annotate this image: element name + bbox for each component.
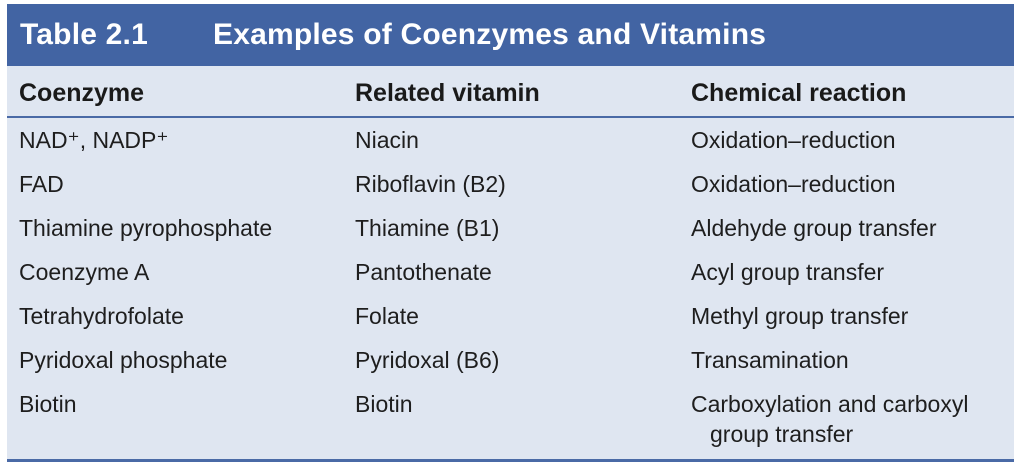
table-title: Examples of Coenzymes and Vitamins	[213, 18, 767, 51]
header-coenzyme: Coenzyme	[19, 79, 145, 107]
table-row: Coenzyme A Pantothenate Acyl group trans…	[7, 257, 1014, 301]
header-related-vitamin: Related vitamin	[355, 79, 540, 107]
cell-reaction-line1: Carboxylation and carboxyl	[691, 391, 969, 417]
table-title-bar: Table 2.1 Examples of Coenzymes and Vita…	[7, 4, 1014, 66]
cell-vitamin: Pantothenate	[355, 259, 492, 285]
coenzyme-table: Table 2.1 Examples of Coenzymes and Vita…	[7, 4, 1014, 462]
table-row: Thiamine pyrophosphate Thiamine (B1) Ald…	[7, 213, 1014, 257]
cell-vitamin: Riboflavin (B2)	[355, 171, 506, 197]
table-row: Pyridoxal phosphate Pyridoxal (B6) Trans…	[7, 345, 1014, 389]
cell-reaction-line2: group transfer	[710, 421, 854, 447]
header-chemical-reaction: Chemical reaction	[691, 79, 907, 107]
table-row: FAD Riboflavin (B2) Oxidation–reduction	[7, 169, 1014, 213]
table-number: Table 2.1	[20, 18, 148, 51]
cell-vitamin: Niacin	[355, 127, 419, 153]
cell-reaction: Methyl group transfer	[691, 303, 909, 329]
cell-coenzyme: Tetrahydrofolate	[19, 303, 184, 329]
cell-coenzyme: Coenzyme A	[19, 259, 150, 285]
table-header-row: Coenzyme Related vitamin Chemical reacti…	[7, 66, 1014, 118]
cell-coenzyme: Biotin	[19, 391, 77, 417]
table-row: Tetrahydrofolate Folate Methyl group tra…	[7, 301, 1014, 345]
cell-reaction: Acyl group transfer	[691, 259, 885, 285]
cell-reaction: Oxidation–reduction	[691, 127, 896, 153]
table-row: NAD⁺, NADP⁺ Niacin Oxidation–reduction	[7, 125, 1014, 169]
table-row: Biotin Biotin Carboxylation and carboxyl…	[7, 389, 1014, 453]
cell-vitamin: Biotin	[355, 391, 413, 417]
cell-reaction: Transamination	[691, 347, 849, 373]
cell-reaction: Oxidation–reduction	[691, 171, 896, 197]
cell-coenzyme: Pyridoxal phosphate	[19, 347, 228, 373]
cell-reaction: Aldehyde group transfer	[691, 215, 937, 241]
cell-coenzyme: NAD⁺, NADP⁺	[19, 127, 169, 153]
cell-vitamin: Pyridoxal (B6)	[355, 347, 500, 373]
cell-coenzyme: FAD	[19, 171, 64, 197]
cell-reaction: Carboxylation and carboxyl group transfe…	[691, 389, 968, 449]
cell-vitamin: Thiamine (B1)	[355, 215, 500, 241]
cell-vitamin: Folate	[355, 303, 419, 329]
cell-coenzyme: Thiamine pyrophosphate	[19, 215, 273, 241]
